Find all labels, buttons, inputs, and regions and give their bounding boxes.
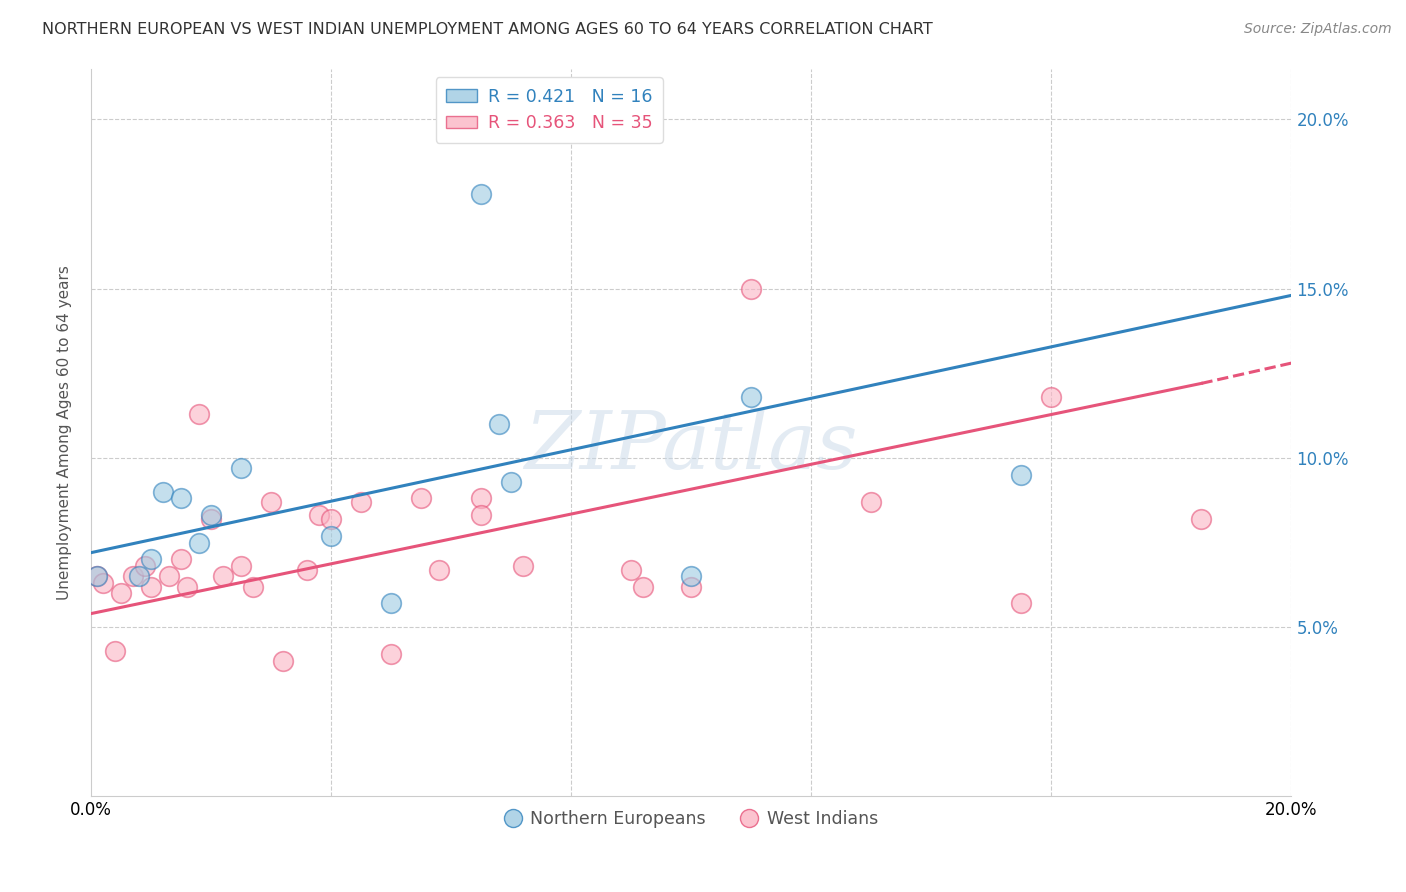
Point <box>319 512 342 526</box>
Point <box>188 407 211 421</box>
Point <box>152 484 174 499</box>
Point <box>1189 512 1212 526</box>
Point <box>86 569 108 583</box>
Point <box>91 576 114 591</box>
Point <box>501 475 523 489</box>
Point <box>139 552 162 566</box>
Point <box>631 580 654 594</box>
Point <box>470 508 492 523</box>
Point <box>271 654 294 668</box>
Point <box>470 186 492 201</box>
Point <box>110 586 132 600</box>
Point <box>200 512 222 526</box>
Legend: Northern Europeans, West Indians: Northern Europeans, West Indians <box>498 803 884 835</box>
Point <box>740 282 762 296</box>
Point <box>170 552 193 566</box>
Point <box>122 569 145 583</box>
Point <box>681 580 703 594</box>
Point <box>488 417 510 431</box>
Point <box>157 569 180 583</box>
Point <box>681 569 703 583</box>
Y-axis label: Unemployment Among Ages 60 to 64 years: Unemployment Among Ages 60 to 64 years <box>58 265 72 600</box>
Point <box>104 644 127 658</box>
Point <box>229 559 252 574</box>
Point <box>229 461 252 475</box>
Point <box>1010 467 1032 482</box>
Point <box>200 508 222 523</box>
Point <box>740 390 762 404</box>
Point <box>380 597 402 611</box>
Point <box>427 563 450 577</box>
Point <box>134 559 156 574</box>
Text: ZIPatlas: ZIPatlas <box>524 409 858 486</box>
Point <box>860 495 883 509</box>
Point <box>380 647 402 661</box>
Point <box>1010 597 1032 611</box>
Point <box>139 580 162 594</box>
Point <box>86 569 108 583</box>
Point <box>470 491 492 506</box>
Point <box>512 559 534 574</box>
Text: Source: ZipAtlas.com: Source: ZipAtlas.com <box>1244 22 1392 37</box>
Point <box>176 580 198 594</box>
Point <box>242 580 264 594</box>
Point <box>295 563 318 577</box>
Point <box>260 495 283 509</box>
Point <box>620 563 643 577</box>
Point <box>212 569 235 583</box>
Point <box>319 529 342 543</box>
Text: NORTHERN EUROPEAN VS WEST INDIAN UNEMPLOYMENT AMONG AGES 60 TO 64 YEARS CORRELAT: NORTHERN EUROPEAN VS WEST INDIAN UNEMPLO… <box>42 22 934 37</box>
Point <box>128 569 150 583</box>
Point <box>1040 390 1063 404</box>
Point <box>188 535 211 549</box>
Point <box>170 491 193 506</box>
Point <box>350 495 373 509</box>
Point <box>409 491 432 506</box>
Point <box>308 508 330 523</box>
